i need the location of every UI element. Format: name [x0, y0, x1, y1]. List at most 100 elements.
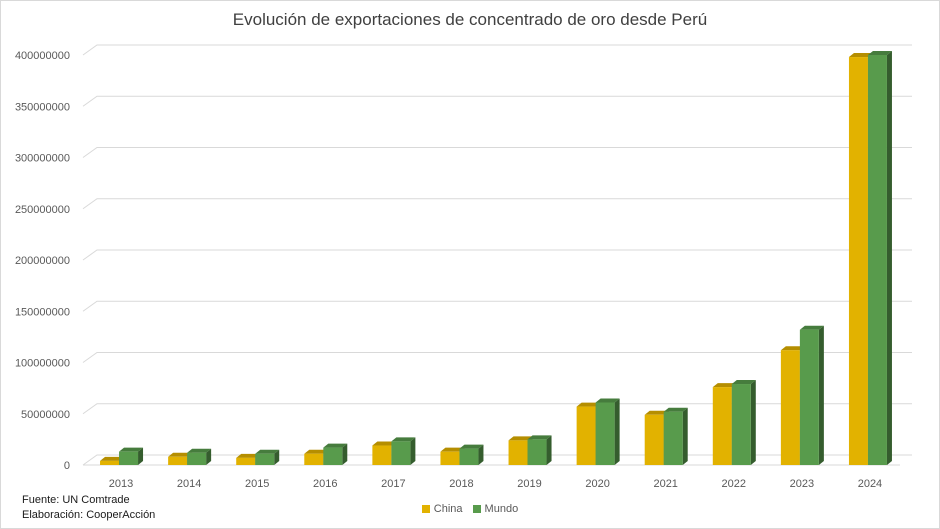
bar-top-mundo — [187, 448, 212, 453]
bar-top-mundo — [391, 437, 416, 442]
chart-title: Evolución de exportaciones de concentrad… — [232, 10, 708, 29]
gridline — [82, 44, 912, 56]
bar-side-mundo — [206, 448, 212, 465]
gridline — [82, 147, 912, 158]
bar-china — [508, 440, 528, 465]
legend-item-china: China — [421, 503, 463, 515]
x-tick-label: 2020 — [585, 478, 609, 490]
bar-china — [304, 453, 324, 465]
bar-china — [440, 451, 460, 465]
bar-mundo — [527, 439, 547, 465]
gridline — [82, 403, 912, 415]
y-tick-label: 150000000 — [15, 306, 70, 318]
legend: China Mundo — [0, 503, 940, 515]
y-tick-label: 400000000 — [15, 50, 70, 62]
bar-mundo — [595, 402, 615, 465]
bar-china — [712, 387, 732, 465]
source-note: Fuente: UN Comtrade Elaboración: CooperA… — [22, 493, 155, 523]
bar-top-china — [372, 441, 397, 446]
x-tick-label: 2014 — [177, 478, 201, 490]
bar-side-mundo — [342, 443, 348, 465]
bar-china — [576, 406, 596, 465]
bar-side-mundo — [138, 447, 144, 465]
gridline — [82, 198, 912, 210]
x-tick-label: 2018 — [449, 478, 473, 490]
bar-china — [236, 457, 256, 465]
x-tick-label: 2019 — [517, 478, 541, 490]
y-axis-ticks: 0 50000000 100000000 150000000 200000000 2500… — [15, 50, 70, 472]
bar-mundo — [119, 451, 139, 465]
credit-line: Elaboración: CooperAcción — [22, 509, 156, 521]
bar-top-china — [168, 452, 193, 457]
bar-top-china — [236, 453, 261, 458]
y-tick-label: 0 — [64, 460, 70, 472]
bar-mundo — [391, 441, 411, 465]
legend-swatch-china — [421, 505, 430, 513]
x-tick-label: 2016 — [313, 478, 337, 490]
gridline — [82, 249, 912, 261]
bar-china — [100, 460, 120, 465]
bar-top-china — [100, 456, 125, 461]
bar-top-china — [780, 346, 805, 351]
x-tick-label: 2021 — [653, 478, 677, 490]
bar-side-mundo — [546, 435, 552, 465]
y-tick-label: 200000000 — [15, 255, 70, 267]
gridline — [82, 300, 912, 312]
bar-top-mundo — [323, 443, 348, 448]
bar-top-mundo — [595, 398, 620, 403]
bars — [100, 51, 892, 466]
bar-mundo — [323, 447, 343, 465]
x-axis-ticks: 2013 2014 2015 2016 2017 2018 2019 2020 2021 2022… — [109, 478, 882, 490]
bar-side-mundo — [682, 407, 688, 465]
bar-top-china — [440, 447, 465, 452]
legend-swatch-mundo — [472, 505, 481, 513]
legend-label-mundo: Mundo — [484, 503, 519, 515]
x-tick-label: 2015 — [245, 478, 269, 490]
gridline — [82, 454, 912, 466]
bar-top-mundo — [255, 449, 280, 454]
x-tick-label: 2022 — [722, 478, 746, 490]
bar-top-mundo — [663, 407, 688, 412]
bar-side-mundo — [818, 325, 824, 465]
source-line: Fuente: UN Comtrade — [22, 494, 130, 506]
bar-top-mundo — [799, 325, 824, 330]
bar-mundo — [799, 329, 819, 465]
bar-top-china — [644, 410, 669, 415]
bar-china — [848, 57, 868, 466]
bar-mundo — [731, 384, 751, 465]
bar-top-mundo — [867, 51, 892, 55]
legend-item-mundo: Mundo — [472, 503, 519, 515]
gridlines — [82, 44, 912, 466]
bar-mundo — [663, 411, 683, 465]
bar-side-mundo — [750, 380, 756, 465]
y-tick-label: 350000000 — [15, 101, 70, 113]
x-tick-label: 2023 — [790, 478, 814, 490]
bar-side-mundo — [478, 444, 484, 465]
bar-top-mundo — [527, 435, 552, 440]
bar-china — [168, 456, 188, 465]
y-tick-label: 100000000 — [15, 358, 70, 370]
bar-mundo — [255, 453, 275, 465]
bar-side-mundo — [274, 449, 280, 465]
gridline — [82, 352, 912, 363]
bar-side-mundo — [614, 398, 620, 465]
bar-china — [372, 445, 392, 465]
bar-top-china — [576, 402, 601, 407]
bar-side-mundo — [410, 437, 416, 465]
bar-top-mundo — [731, 380, 756, 385]
y-tick-label: 250000000 — [15, 204, 70, 216]
bar-top-mundo — [119, 447, 144, 452]
x-tick-label: 2013 — [109, 478, 133, 490]
bar-top-china — [712, 383, 737, 388]
bar-top-mundo — [459, 444, 484, 449]
x-tick-label: 2017 — [381, 478, 405, 490]
y-tick-label: 300000000 — [15, 153, 70, 165]
bar-top-china — [848, 53, 873, 58]
bar-side-mundo — [886, 51, 892, 465]
x-tick-label: 2024 — [858, 478, 882, 490]
legend-label-china: China — [433, 503, 463, 515]
gridline — [82, 95, 912, 107]
bar-top-china — [508, 436, 533, 441]
bar-mundo — [187, 452, 207, 465]
